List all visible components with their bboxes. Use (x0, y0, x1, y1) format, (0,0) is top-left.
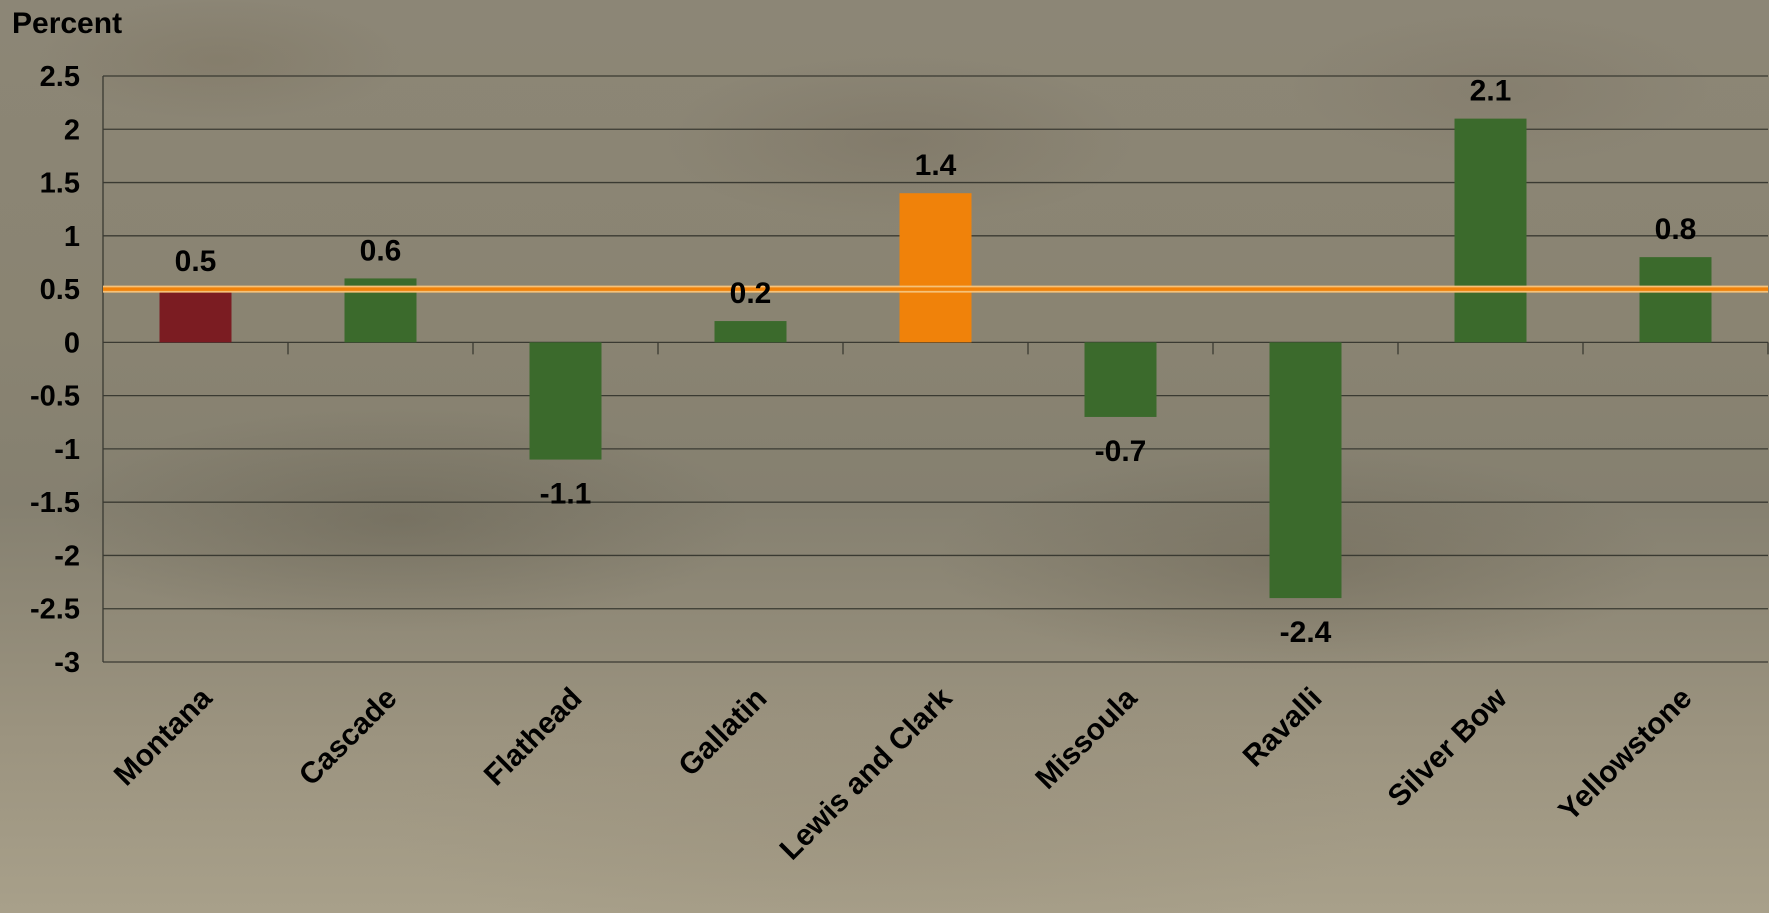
x-tick-label: Missoula (1029, 681, 1143, 795)
data-label: 0.6 (360, 234, 402, 267)
y-tick-label: 0.5 (40, 274, 80, 306)
y-tick-label: -1 (54, 434, 80, 466)
data-label: 2.1 (1470, 75, 1512, 108)
y-axis-ticks: 2.5 2 1.5 1 0.5 0 -0.5 -1 -1.5 -2 -2.5 -3 (30, 61, 80, 679)
bar-montana (159, 289, 232, 343)
x-tick-label: Lewis and Clark (774, 681, 959, 866)
bars (159, 118, 1712, 599)
y-tick-label: 1 (64, 221, 80, 253)
y-tick-label: -0.5 (30, 381, 80, 413)
bar-ravalli (1269, 342, 1342, 599)
x-tick-label: Montana (108, 681, 219, 792)
data-label: -2.4 (1280, 616, 1332, 649)
bar-gallatin (714, 321, 787, 343)
data-label: 0.2 (730, 277, 772, 310)
bar-yellowstone (1639, 257, 1712, 343)
bar-lewis-and-clark (899, 193, 972, 343)
y-tick-label: 2 (64, 114, 80, 146)
x-axis-ticks: Montana Cascade Flathead Gallatin Lewis and … (108, 681, 1699, 866)
y-tick-label: 0 (64, 327, 80, 359)
x-tick-label: Flathead (478, 682, 589, 793)
y-tick-label: -2 (54, 540, 80, 572)
y-tick-label: 2.5 (40, 61, 80, 93)
x-tick-label: Yellowstone (1553, 682, 1699, 828)
data-label: 0.5 (175, 245, 217, 278)
bar-missoula (1084, 342, 1157, 417)
bar-flathead (529, 342, 602, 460)
y-tick-label: -3 (54, 647, 80, 679)
y-axis-title: Percent (12, 7, 122, 40)
x-tick-label: Ravalli (1237, 682, 1329, 774)
data-label: 1.4 (915, 149, 957, 182)
bar-silver-bow (1454, 118, 1527, 343)
data-labels: 0.5 0.6 -1.1 0.2 1.4 -0.7 -2.4 2.1 0.8 (175, 75, 1697, 649)
x-tick-label: Gallatin (672, 682, 773, 783)
y-tick-label: -1.5 (30, 487, 80, 519)
y-tick-label: 1.5 (40, 168, 80, 200)
data-label: -1.1 (540, 478, 592, 511)
data-label: -0.7 (1095, 435, 1147, 468)
x-tick-label: Silver Bow (1382, 681, 1514, 813)
data-label: 0.8 (1655, 213, 1697, 246)
y-tick-label: -2.5 (30, 594, 80, 626)
x-tick-label: Cascade (293, 682, 404, 793)
